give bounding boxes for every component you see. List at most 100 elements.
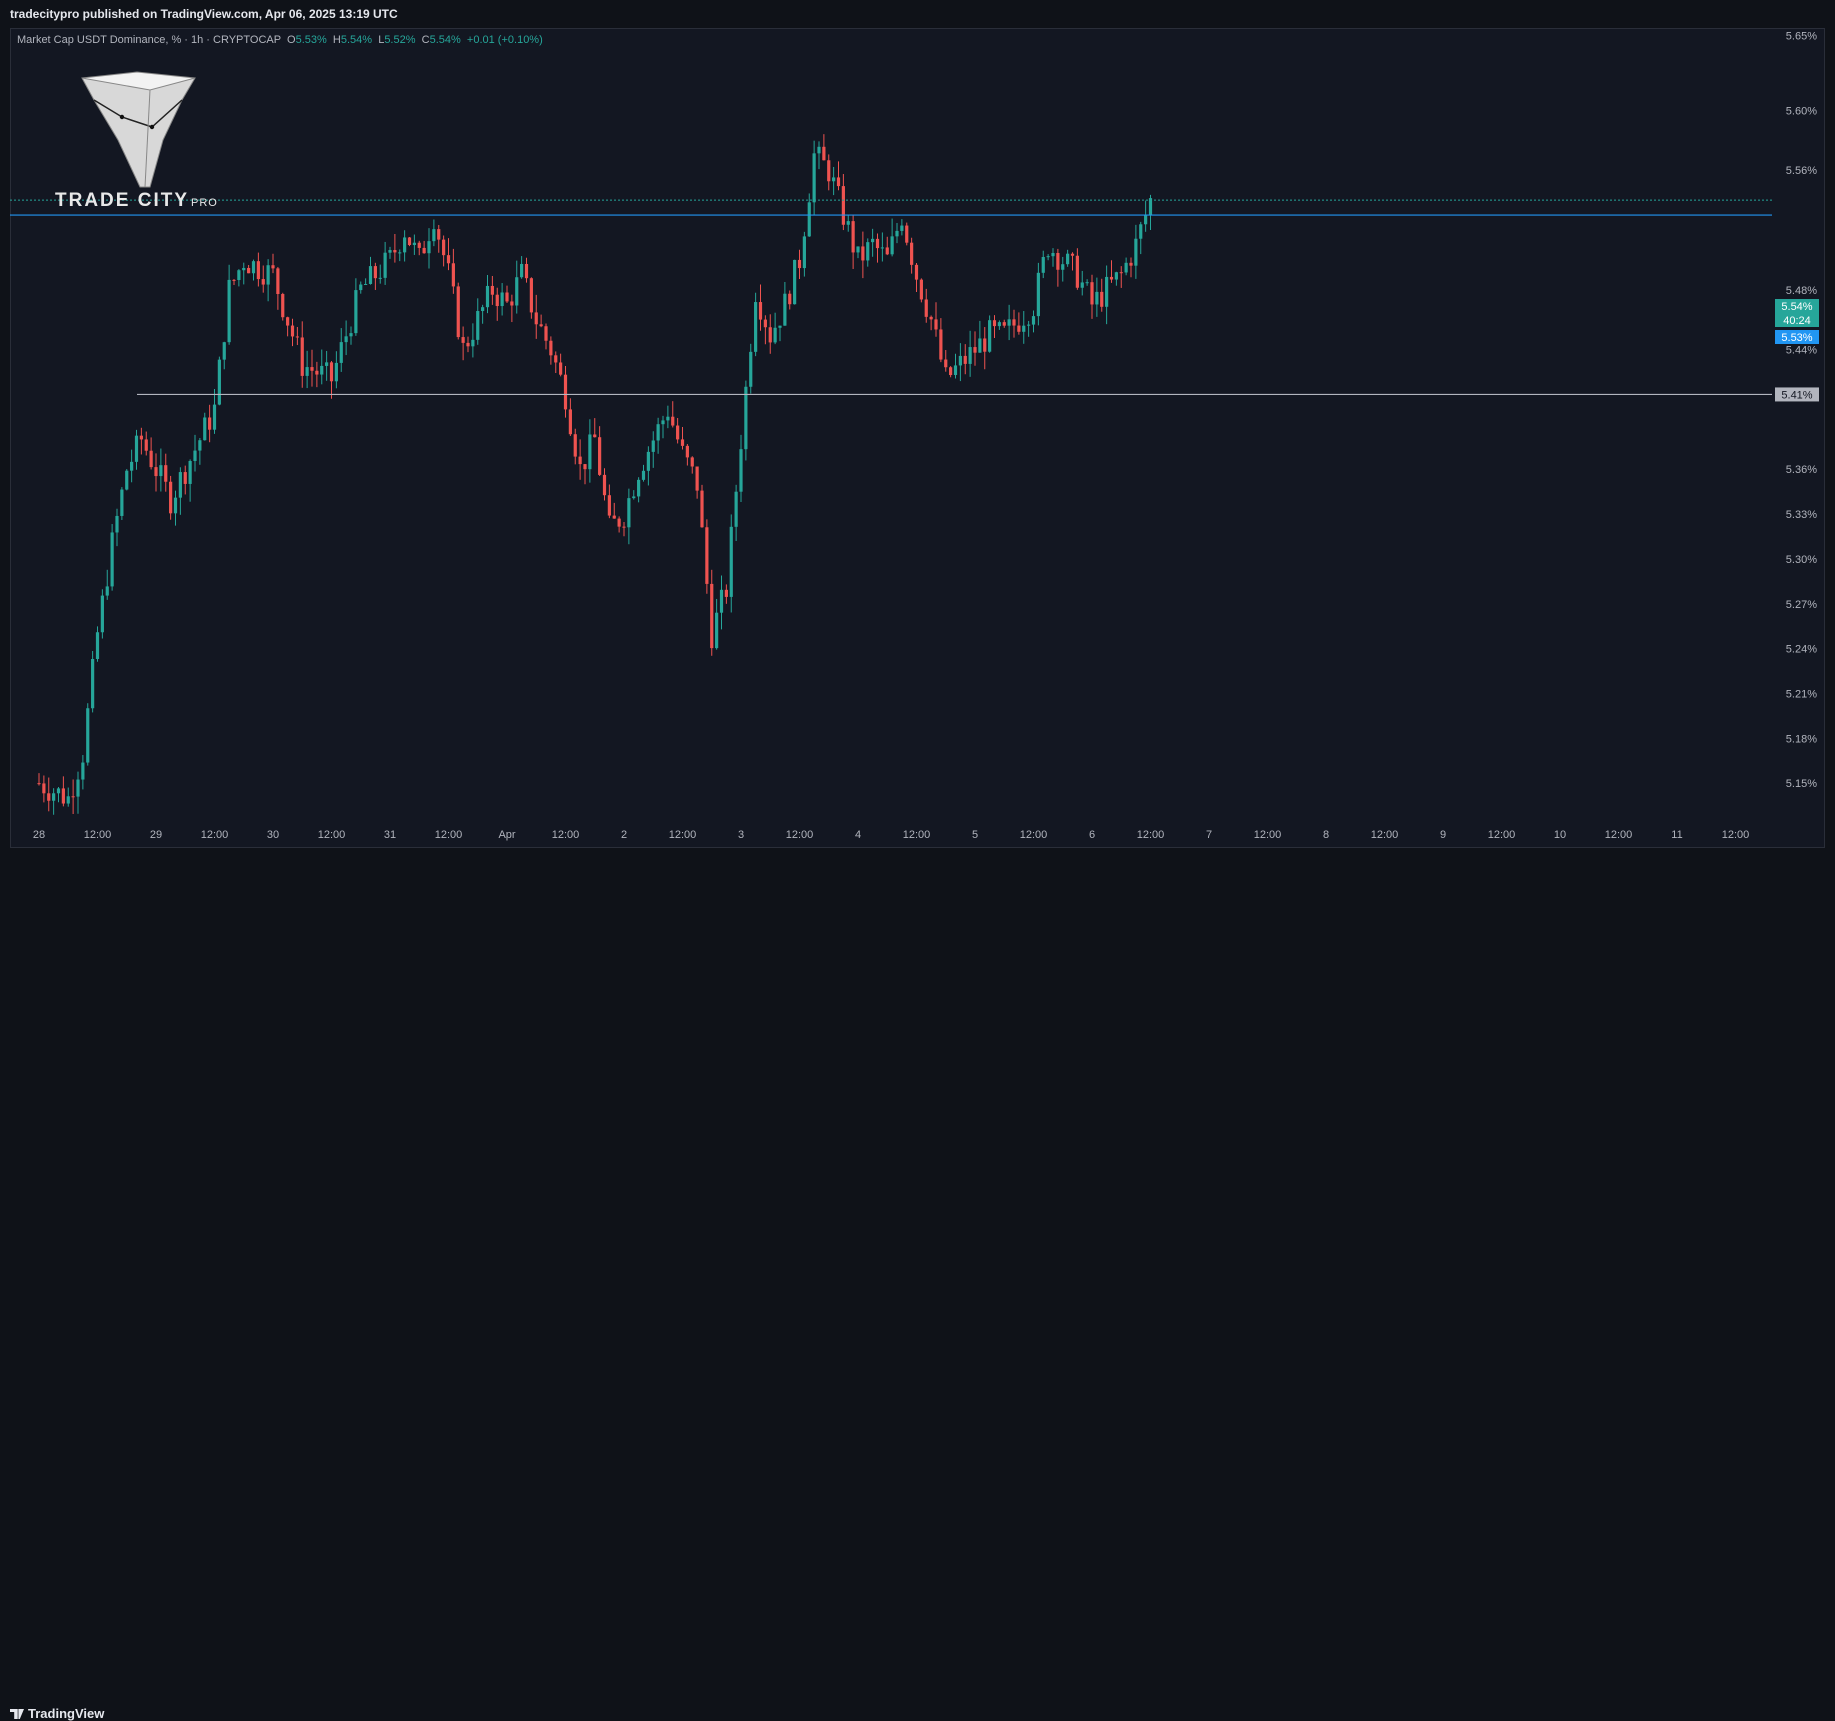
candle-body <box>1134 238 1138 266</box>
candle-body <box>266 265 270 285</box>
candle-body <box>1002 322 1006 326</box>
candle-body <box>149 450 153 468</box>
candle-body <box>1075 255 1079 288</box>
y-tick-label: 5.65% <box>1786 31 1817 43</box>
candle-body <box>237 270 241 281</box>
candlestick-chart[interactable]: 5.75%5.70%5.65%5.60%5.56%5.48%5.44%5.36%… <box>0 0 1835 883</box>
symbol-legend[interactable]: Market Cap USDT Dominance, % · 1h · CRYP… <box>17 34 543 46</box>
candle-body <box>929 316 933 320</box>
x-tick-label: 4 <box>855 829 861 841</box>
candle-body <box>924 299 928 317</box>
candle-body <box>451 263 455 287</box>
candle-body <box>1080 282 1084 288</box>
legend-close-label: C <box>421 34 430 46</box>
tradingview-logo[interactable]: TradingView <box>10 1706 104 1721</box>
candle-body <box>646 451 650 471</box>
candle-body <box>1012 319 1016 326</box>
candle-body <box>754 302 758 352</box>
candle-body <box>212 404 217 430</box>
candle-body <box>690 457 694 467</box>
legend-high-label: H <box>332 34 341 46</box>
chart-frame[interactable] <box>10 28 1825 848</box>
candle-body <box>637 479 641 497</box>
candle-body <box>656 424 660 441</box>
candle-body <box>749 351 753 387</box>
candle-body <box>968 347 972 364</box>
candle-body <box>203 417 207 441</box>
brand-word: TRADE CITY <box>55 190 189 211</box>
candle-body <box>247 267 251 274</box>
candle-body <box>105 586 109 596</box>
x-tick-label: 29 <box>150 829 162 841</box>
candle-body <box>895 230 899 237</box>
candle-body <box>788 293 792 305</box>
candle-body <box>442 239 446 256</box>
candle-body <box>320 365 324 375</box>
candle-body <box>281 294 285 318</box>
candle-body <box>466 342 470 347</box>
x-tick-label: 7 <box>1206 829 1212 841</box>
candle-body <box>885 247 889 255</box>
candle-body <box>173 497 178 514</box>
candle-body <box>568 409 572 435</box>
x-tick-label: Apr <box>498 829 515 841</box>
candle-body <box>42 783 46 794</box>
candle-body <box>773 327 777 343</box>
brand-suffix: PRO <box>191 197 218 209</box>
candle-body <box>573 434 577 457</box>
candle-body <box>939 329 943 360</box>
candle-body <box>208 417 212 430</box>
candle-body <box>890 236 894 255</box>
candle-body <box>422 247 426 254</box>
candle-body <box>973 347 977 353</box>
candle-body <box>778 325 782 328</box>
candle-body <box>1007 319 1011 326</box>
candle-layer <box>37 134 1153 815</box>
candle-body <box>56 788 61 794</box>
candle-body <box>797 259 802 269</box>
candle-body <box>115 515 119 533</box>
candle-body <box>315 370 319 375</box>
candle-body <box>95 632 100 659</box>
candle-body <box>403 237 407 253</box>
candle-body <box>593 434 597 438</box>
candle-body <box>510 301 514 306</box>
candle-body <box>461 337 465 343</box>
y-tick-label: 5.21% <box>1786 688 1817 700</box>
candle-body <box>578 456 582 465</box>
candle-body <box>290 325 295 337</box>
candle-body <box>963 355 967 364</box>
candle-body <box>988 320 992 352</box>
candle-body <box>1090 282 1094 305</box>
candle-body <box>295 336 299 338</box>
x-tick-label: 12:00 <box>1371 829 1399 841</box>
y-tick-label: 5.27% <box>1786 599 1817 611</box>
candle-body <box>1036 272 1040 317</box>
candle-body <box>598 437 602 475</box>
candle-body <box>549 340 553 356</box>
x-tick-label: 12:00 <box>786 829 814 841</box>
tradingview-icon <box>10 1709 24 1719</box>
candle-body <box>325 362 329 366</box>
x-tick-label: 12:00 <box>1722 829 1750 841</box>
candle-body <box>520 263 524 278</box>
candle-body <box>783 293 787 326</box>
x-tick-label: 12:00 <box>435 829 463 841</box>
support-price-label-box <box>1775 387 1819 402</box>
candle-body <box>271 265 275 269</box>
candle-body <box>120 489 124 516</box>
candle-body <box>602 474 607 496</box>
candle-body <box>169 481 173 514</box>
candle-body <box>364 283 368 285</box>
y-tick-label: 5.30% <box>1786 554 1817 566</box>
x-tick-label: 12:00 <box>201 829 229 841</box>
candle-body <box>1041 257 1045 273</box>
candle-body <box>251 261 256 274</box>
candle-body <box>505 292 509 302</box>
x-tick-label: 9 <box>1440 829 1446 841</box>
candle-body <box>563 374 568 410</box>
candle-body <box>875 238 880 249</box>
candle-body <box>944 359 948 368</box>
candle-body <box>958 355 962 366</box>
candle-body <box>1095 291 1099 305</box>
